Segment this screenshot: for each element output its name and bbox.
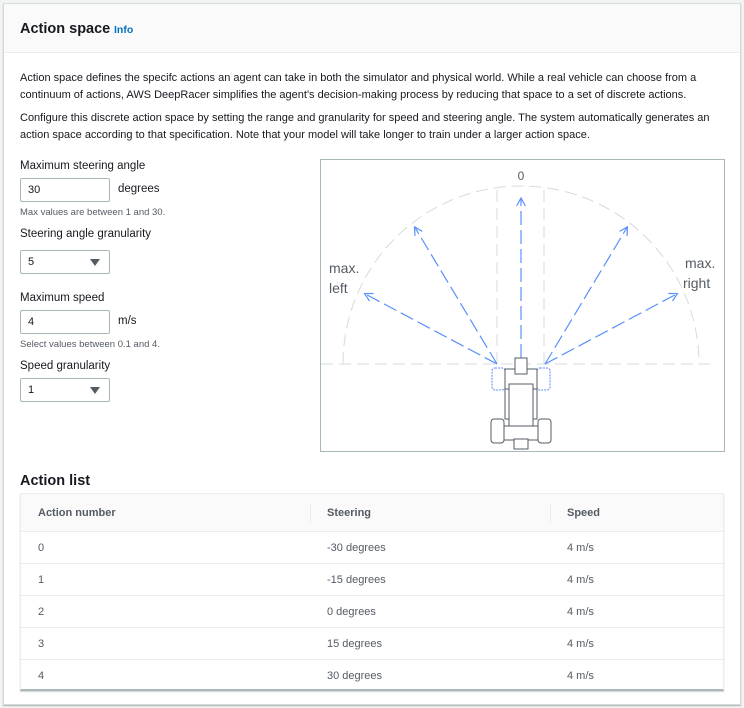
table-row: 3 15 degrees 4 m/s: [21, 627, 723, 659]
arrow-head-icon: [668, 292, 679, 302]
column-divider: [550, 503, 551, 522]
steering-cell: 30 degrees: [327, 669, 383, 682]
max-steering-unit: degrees: [118, 183, 160, 195]
max-steering-input[interactable]: 30: [20, 178, 110, 202]
max-steering-hint: Max values are between 1 and 30.: [20, 207, 166, 218]
steering-arrow: [364, 293, 498, 365]
steering-arrow: [544, 226, 628, 365]
max-right-label-1: max.: [685, 255, 715, 271]
steering-cell: 15 degrees: [327, 637, 383, 650]
max-steering-label: Maximum steering angle: [20, 160, 146, 172]
info-link[interactable]: Info: [114, 24, 134, 36]
description-paragraph: Action space defines the specifc actions…: [20, 72, 697, 101]
speed-granularity-label: Speed granularity: [20, 360, 111, 372]
arrow-head-icon: [516, 196, 526, 207]
table-row: 1 -15 degrees 4 m/s: [21, 563, 723, 595]
action-number-cell: 0: [38, 541, 45, 554]
max-left-label-1: max.: [329, 260, 359, 276]
max-speed-label: Maximum speed: [20, 292, 105, 304]
steering-granularity-select[interactable]: 5: [20, 250, 110, 274]
steering-granularity-label: Steering angle granularity: [20, 228, 152, 240]
speed-cell: 4 m/s: [567, 637, 594, 650]
steering-arc: [342, 185, 700, 365]
action-space-panel: Action space Info Action space defines t…: [3, 3, 741, 705]
steering-arrow: [544, 293, 678, 365]
arrow-head-icon: [413, 225, 423, 236]
action-list-table: Action number Steering Speed 0 -30 degre…: [20, 493, 724, 691]
panel-title: Action space: [20, 21, 111, 37]
steering-cell: 0 degrees: [327, 605, 376, 618]
panel-header: Action space Info: [4, 4, 740, 53]
table-row: 0 -30 degrees 4 m/s: [21, 531, 723, 563]
arrow-head-icon: [363, 292, 374, 302]
caret-down-icon: [90, 387, 100, 394]
steering-arrow: [414, 226, 498, 365]
action-number-cell: 4: [38, 669, 45, 682]
action-list-title: Action list: [20, 473, 91, 489]
steering-cell: -30 degrees: [327, 541, 386, 554]
action-number-cell: 2: [38, 605, 45, 618]
max-right-label-2: right: [683, 275, 710, 291]
arrow-head-icon: [619, 225, 629, 236]
speed-cell: 4 m/s: [567, 605, 594, 618]
zero-label: 0: [518, 169, 525, 183]
max-speed-input[interactable]: 4: [20, 310, 110, 334]
column-header-steering[interactable]: Steering: [327, 506, 372, 519]
car-icon: [490, 357, 552, 450]
table-row: 2 0 degrees 4 m/s: [21, 595, 723, 627]
max-left-label-2: left: [329, 280, 348, 296]
speed-cell: 4 m/s: [567, 669, 594, 682]
column-header-action-number[interactable]: Action number: [38, 506, 116, 519]
steering-cell: -15 degrees: [327, 573, 386, 586]
table-row: 4 30 degrees 4 m/s: [21, 659, 723, 691]
action-number-cell: 1: [38, 573, 45, 586]
max-speed-hint: Select values between 0.1 and 4.: [20, 339, 160, 350]
steering-granularity-value: 5: [28, 256, 35, 268]
table-header-row: Action number Steering Speed: [21, 494, 723, 531]
max-speed-unit: m/s: [118, 315, 137, 327]
speed-cell: 4 m/s: [567, 541, 594, 554]
description-paragraph: Configure this discrete action space by …: [20, 112, 710, 141]
caret-down-icon: [90, 259, 100, 266]
action-space-diagram: 0 max. left max. right: [320, 159, 725, 452]
speed-granularity-select[interactable]: 1: [20, 378, 110, 402]
column-divider: [310, 503, 311, 522]
speed-cell: 4 m/s: [567, 573, 594, 586]
action-number-cell: 3: [38, 637, 45, 650]
speed-granularity-value: 1: [28, 384, 35, 396]
steering-diagram-svg: 0 max. left max. right: [321, 169, 715, 450]
column-header-speed[interactable]: Speed: [567, 506, 601, 519]
